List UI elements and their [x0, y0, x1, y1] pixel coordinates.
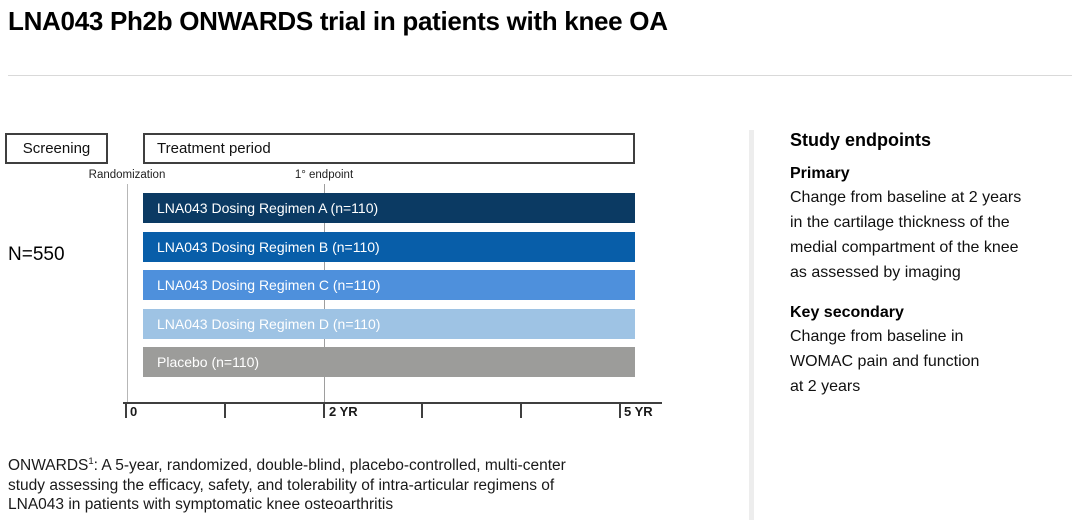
treatment-label: Treatment period — [157, 140, 271, 157]
page-title: LNA043 Ph2b ONWARDS trial in patients wi… — [8, 6, 668, 36]
footnote-text: : A 5-year, randomized, double-blind, pl… — [8, 457, 566, 514]
trial-arm-label: Placebo (n=110) — [157, 354, 260, 370]
trial-arm-bar: Placebo (n=110) — [143, 347, 635, 377]
trial-arm-bar: LNA043 Dosing Regimen B (n=110) — [143, 231, 635, 262]
axis-label-0: 0 — [130, 404, 138, 419]
endpoints-panel: Study endpoints Primary Change from base… — [790, 130, 1076, 399]
footnote-trial-name: ONWARDS — [8, 457, 89, 475]
screening-phase-box: Screening — [5, 133, 108, 164]
axis-tick — [223, 402, 226, 418]
title-divider — [8, 75, 1072, 76]
trial-arm-bar: LNA043 Dosing Regimen D (n=110) — [143, 308, 635, 339]
randomization-guide-line — [127, 184, 128, 402]
footnote-superscript: 1 — [88, 456, 94, 467]
axis-tick — [520, 402, 523, 418]
axis-tick — [421, 402, 424, 418]
trial-arm-label: LNA043 Dosing Regimen B (n=110) — [157, 238, 380, 255]
footnote: ONWARDS1: A 5-year, randomized, double-b… — [8, 452, 708, 515]
axis-tick — [322, 402, 325, 418]
primary-endpoint-text: Change from baseline at 2 years in the c… — [790, 189, 1022, 281]
panel-divider — [749, 130, 754, 520]
axis-tick — [125, 402, 127, 418]
trial-arms: LNA043 Dosing Regimen A (n=110) LNA043 Do… — [143, 193, 635, 378]
treatment-phase-box: Treatment period — [143, 133, 635, 164]
trial-arm-bar: LNA043 Dosing Regimen A (n=110) — [143, 193, 635, 223]
primary-endpoint-label: 1° endpoint — [294, 169, 354, 181]
secondary-endpoint-text: Change from baseline in WOMAC pain and f… — [790, 328, 980, 395]
axis-label-5yr: 5 YR — [624, 404, 653, 419]
timeline-axis — [123, 402, 662, 404]
trial-arm-label: LNA043 Dosing Regimen C (n=110) — [157, 277, 381, 293]
axis-tick — [619, 402, 621, 418]
endpoints-heading: Study endpoints — [790, 130, 931, 150]
trial-arm-label: LNA043 Dosing Regimen D (n=110) — [157, 315, 381, 332]
trial-arm-bar: LNA043 Dosing Regimen C (n=110) — [143, 270, 635, 300]
primary-endpoint-heading: Primary — [790, 165, 850, 182]
axis-label-2yr: 2 YR — [329, 404, 358, 419]
screening-label: Screening — [22, 140, 91, 157]
secondary-endpoint-heading: Key secondary — [790, 304, 904, 321]
sample-size-label: N=550 — [8, 244, 65, 265]
trial-arm-label: LNA043 Dosing Regimen A (n=110) — [157, 200, 379, 216]
randomization-label: Randomization — [88, 169, 166, 181]
